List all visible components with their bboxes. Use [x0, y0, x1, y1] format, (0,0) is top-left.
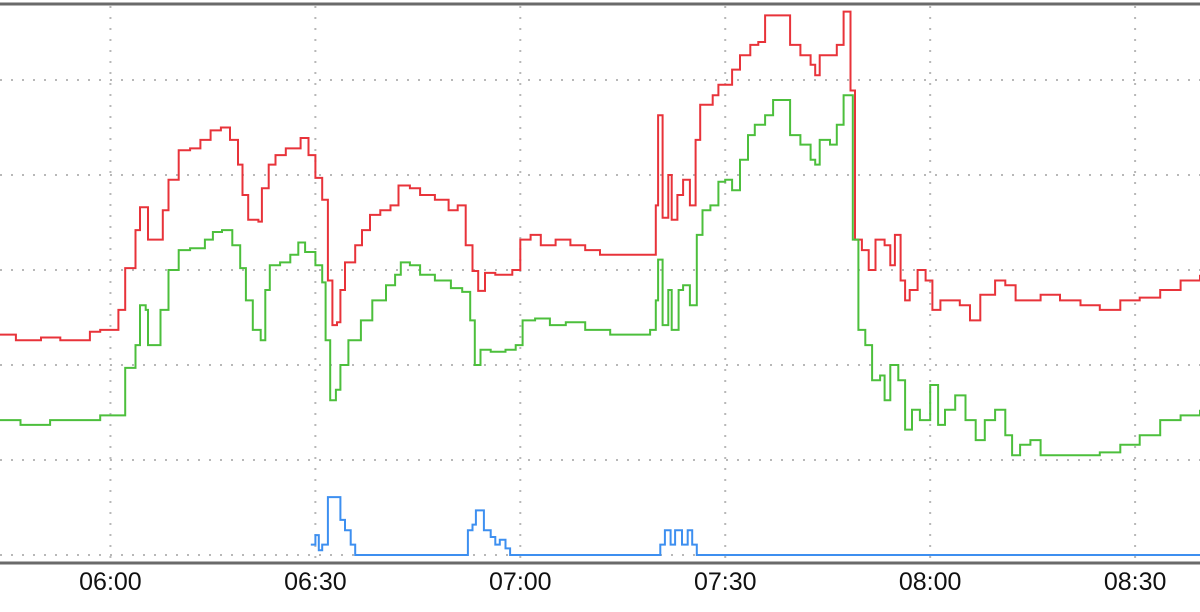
series-line-1 — [0, 10, 1200, 342]
series-group — [0, 10, 1200, 556]
x-tick-label: 07:30 — [694, 568, 757, 596]
series-line-3 — [310, 496, 1200, 556]
grid-lines — [0, 6, 1200, 562]
x-tick-label: 07:00 — [489, 568, 552, 596]
x-tick-label: 08:00 — [899, 568, 962, 596]
x-tick-label: 08:30 — [1104, 568, 1167, 596]
x-tick-labels: 06:00 06:30 07:00 07:30 08:00 08:30 — [79, 568, 1166, 596]
x-tick-label: 06:30 — [284, 568, 347, 596]
series-line-2 — [0, 94, 1200, 457]
x-tick-label: 06:00 — [79, 568, 142, 596]
